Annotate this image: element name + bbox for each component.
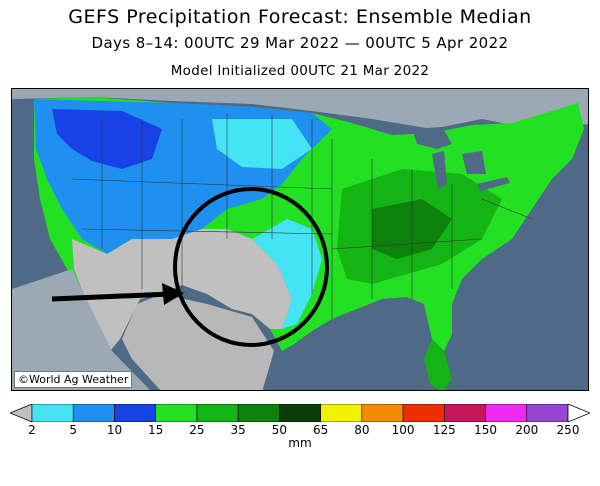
florida: [424, 339, 452, 390]
color-bar-tick-label: 125: [432, 423, 456, 437]
map-title: GEFS Precipitation Forecast: Ensemble Me…: [68, 6, 532, 28]
state-borders: [71, 114, 533, 319]
color-bar-tick-label: 15: [148, 423, 164, 437]
color-bar-segment: [237, 404, 280, 422]
precipitation-map: ©World Ag Weather: [11, 88, 589, 391]
color-bar-tick-label: 150: [474, 423, 497, 437]
color-bar-segment: [402, 404, 445, 422]
color-bar-tick-label: 35: [230, 423, 246, 437]
color-bar-ticks: 2 5 10 15 25 35 50 65 80 100 125 150 200 250: [0, 423, 600, 439]
color-bar-tick-label: 80: [354, 423, 370, 437]
color-bar: [10, 404, 590, 422]
color-bar-tick-label: 50: [271, 423, 288, 437]
color-bar-tick-label: 25: [189, 423, 205, 437]
lake-erie: [477, 177, 510, 191]
color-bar-under-arrow: [10, 404, 33, 422]
highlight-circle: [173, 187, 329, 347]
precip-5mm-zone-north: [212, 119, 312, 169]
mexico-land: [12, 269, 151, 390]
legend-unit: mm: [288, 436, 312, 450]
lake-michigan: [432, 151, 447, 189]
color-bar-tick-label: 250: [556, 423, 580, 437]
credit-label: ©World Ag Weather: [14, 371, 133, 388]
color-bar-tick-label: 2: [28, 423, 36, 437]
precip-15mm-zone: [52, 109, 162, 169]
northern-mexico-land: [122, 294, 274, 390]
color-bar-segment: [485, 404, 528, 422]
color-bar-segment: [114, 404, 156, 422]
color-bar-tick-label: 65: [312, 423, 329, 437]
color-bar-segment: [196, 404, 239, 422]
color-bar-segment: [526, 404, 569, 422]
map-canvas: [12, 89, 588, 390]
color-bar-segment: [155, 404, 198, 422]
color-bar-segment: [279, 404, 321, 422]
color-bar-segment: [31, 404, 74, 422]
color-bar-tick-label: 200: [515, 423, 539, 437]
highlight-arrow-shaft: [51, 291, 171, 302]
canada-land: [12, 89, 588, 129]
color-bar-tick-label: 5: [69, 423, 78, 437]
color-bar-segment: [361, 404, 404, 422]
model-initialized-label: Model Initialized 00UTC 21 Mar 2022: [170, 63, 430, 79]
map-subtitle: Days 8–14: 00UTC 29 Mar 2022 — 00UTC 5 A…: [91, 34, 509, 52]
precip-5mm-zone-south: [252, 219, 322, 329]
precip-2mm-zone: [72, 229, 292, 351]
color-bar-segment: [320, 404, 363, 422]
color-bar-over-arrow: [567, 404, 590, 422]
color-bar-tick-label: 10: [106, 423, 123, 437]
color-bar-segment: [444, 404, 486, 422]
highlight-arrow-head: [162, 283, 184, 305]
lake-huron: [462, 151, 486, 174]
color-bar-tick-label: 100: [391, 423, 415, 437]
color-bar-segment: [72, 404, 115, 422]
lake-superior: [412, 127, 452, 149]
